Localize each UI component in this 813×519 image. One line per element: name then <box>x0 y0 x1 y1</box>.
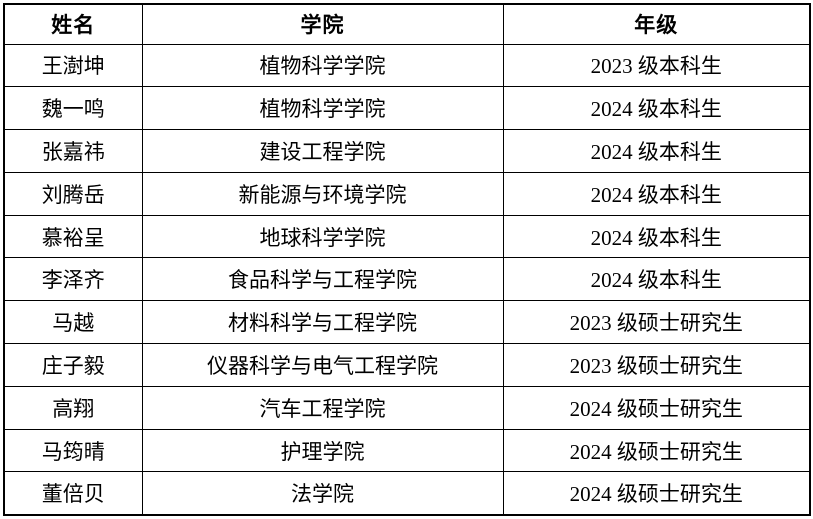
table-row: 李泽齐 食品科学与工程学院 2024 级本科生 <box>3 257 811 302</box>
header-row: 姓名 学院 年级 <box>3 3 811 45</box>
cell-grade: 2024 级本科生 <box>502 171 811 216</box>
cell-college: 材料科学与工程学院 <box>141 300 504 345</box>
cell-college: 植物科学学院 <box>141 43 504 88</box>
header-name: 姓名 <box>3 3 143 45</box>
cell-grade: 2023 级硕士研究生 <box>502 343 811 387</box>
cell-college: 仪器科学与电气工程学院 <box>141 343 504 387</box>
cell-college: 食品科学与工程学院 <box>141 257 504 302</box>
cell-name: 庄子毅 <box>3 343 143 387</box>
cell-college: 汽车工程学院 <box>141 385 504 430</box>
cell-grade: 2024 级本科生 <box>502 257 811 302</box>
table-row: 董倍贝 法学院 2024 级硕士研究生 <box>3 471 811 516</box>
cell-college: 地球科学学院 <box>141 214 504 259</box>
table-row: 庄子毅 仪器科学与电气工程学院 2023 级硕士研究生 <box>3 343 811 387</box>
table-row: 慕裕呈 地球科学学院 2024 级本科生 <box>3 214 811 259</box>
cell-grade: 2023 级硕士研究生 <box>502 300 811 345</box>
cell-college: 建设工程学院 <box>141 129 504 173</box>
table-row: 马越 材料科学与工程学院 2023 级硕士研究生 <box>3 300 811 345</box>
cell-name: 魏一鸣 <box>3 86 143 131</box>
cell-college: 新能源与环境学院 <box>141 171 504 216</box>
cell-college: 植物科学学院 <box>141 86 504 131</box>
cell-grade: 2024 级硕士研究生 <box>502 471 811 516</box>
cell-name: 李泽齐 <box>3 257 143 302</box>
cell-name: 刘腾岳 <box>3 171 143 216</box>
cell-name: 马筠晴 <box>3 428 143 473</box>
student-roster-table: 姓名 学院 年级 王澍坤 植物科学学院 2023 级本科生 魏一鸣 植物科学学院… <box>3 3 811 516</box>
table-row: 魏一鸣 植物科学学院 2024 级本科生 <box>3 86 811 131</box>
cell-college: 护理学院 <box>141 428 504 473</box>
table-row: 张嘉祎 建设工程学院 2024 级本科生 <box>3 129 811 173</box>
table-row: 王澍坤 植物科学学院 2023 级本科生 <box>3 43 811 88</box>
header-grade: 年级 <box>502 3 811 45</box>
cell-name: 高翔 <box>3 385 143 430</box>
cell-name: 张嘉祎 <box>3 129 143 173</box>
cell-grade: 2024 级本科生 <box>502 214 811 259</box>
table-row: 高翔 汽车工程学院 2024 级硕士研究生 <box>3 385 811 430</box>
cell-grade: 2023 级本科生 <box>502 43 811 88</box>
table-row: 刘腾岳 新能源与环境学院 2024 级本科生 <box>3 171 811 216</box>
cell-name: 董倍贝 <box>3 471 143 516</box>
cell-college: 法学院 <box>141 471 504 516</box>
header-college: 学院 <box>141 3 504 45</box>
cell-grade: 2024 级本科生 <box>502 129 811 173</box>
table-row: 马筠晴 护理学院 2024 级硕士研究生 <box>3 428 811 473</box>
cell-name: 马越 <box>3 300 143 345</box>
cell-name: 慕裕呈 <box>3 214 143 259</box>
cell-name: 王澍坤 <box>3 43 143 88</box>
cell-grade: 2024 级硕士研究生 <box>502 385 811 430</box>
cell-grade: 2024 级硕士研究生 <box>502 428 811 473</box>
cell-grade: 2024 级本科生 <box>502 86 811 131</box>
